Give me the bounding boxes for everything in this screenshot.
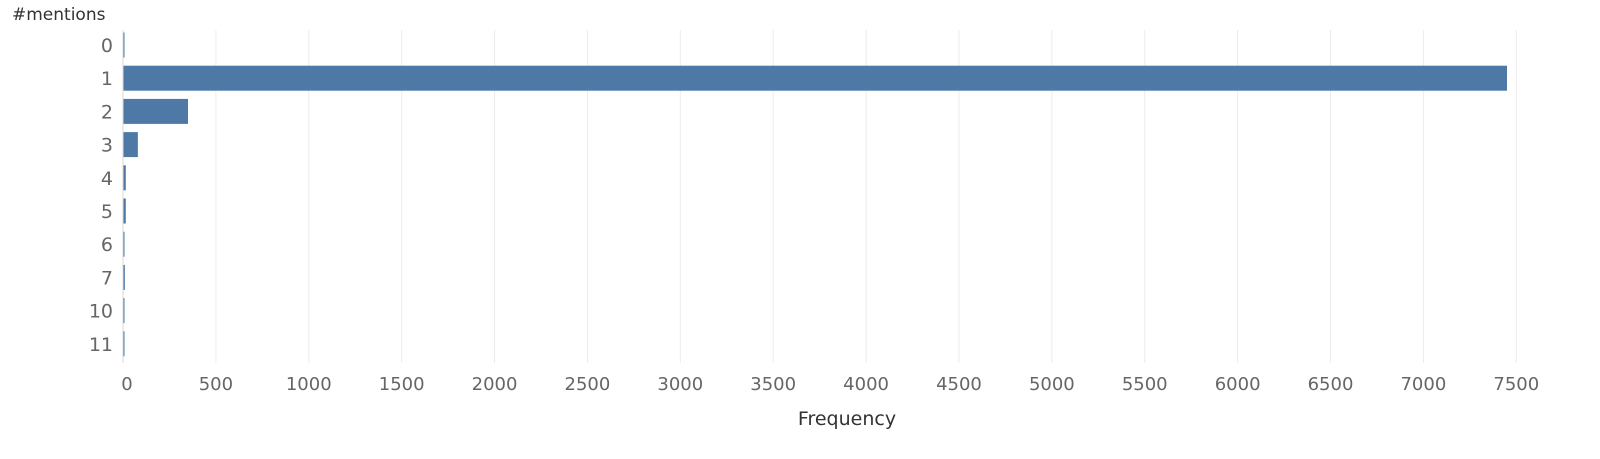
bar-11[interactable] (123, 331, 125, 357)
category-label: 1 (101, 68, 113, 90)
bar-layer (123, 32, 1507, 357)
x-tick-label: 7500 (1493, 374, 1539, 395)
x-tick-label: 1000 (286, 374, 332, 395)
x-tick-label: 6500 (1308, 374, 1354, 395)
x-tick-labels: 0 500 1000 1500 2000 2500 3000 3500 4000 4500 5000… (121, 374, 1539, 395)
x-tick-label: 4500 (936, 374, 982, 395)
x-tick-label: 5000 (1029, 374, 1075, 395)
category-label: 2 (101, 101, 113, 123)
x-tick-label: 3500 (750, 374, 796, 395)
x-tick-label: 3000 (657, 374, 703, 395)
x-tick-label: 500 (199, 374, 233, 395)
bar-7[interactable] (123, 264, 125, 290)
x-tick-label: 7000 (1400, 374, 1446, 395)
x-tick-label: 4000 (843, 374, 889, 395)
x-tick-label: 1500 (379, 374, 425, 395)
category-label: 5 (101, 201, 113, 223)
x-tick-label: 6000 (1215, 374, 1261, 395)
x-axis-title: Frequency (797, 408, 897, 430)
category-label: 4 (101, 168, 113, 190)
category-label: 3 (101, 135, 113, 157)
bar-1[interactable] (123, 65, 1507, 91)
category-label: 7 (101, 267, 113, 289)
category-label: 10 (89, 301, 113, 323)
x-tick-label: 2000 (472, 374, 518, 395)
category-labels: 0 1 2 3 4 5 6 7 10 11 (89, 35, 113, 356)
category-label: 6 (101, 234, 113, 256)
bar-4[interactable] (123, 165, 126, 191)
x-tick-label: 5500 (1122, 374, 1168, 395)
bar-10[interactable] (123, 298, 125, 324)
bar-5[interactable] (123, 198, 126, 224)
bar-0[interactable] (123, 32, 125, 58)
category-label: 0 (101, 35, 113, 57)
x-tick-label: 2500 (565, 374, 611, 395)
category-label: 11 (89, 334, 113, 356)
y-dimension-label: #mentions (12, 5, 106, 25)
bar-3[interactable] (123, 132, 138, 158)
x-tick-label: 0 (121, 374, 132, 395)
bar-6[interactable] (123, 231, 125, 257)
bar-2[interactable] (123, 98, 189, 124)
